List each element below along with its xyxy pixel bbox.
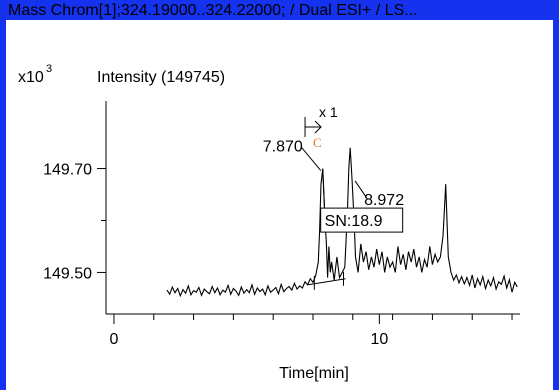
compound-c-label: C: [313, 135, 322, 150]
y-tick-label-1: 149.70: [43, 162, 92, 179]
chromatogram-trace: [166, 147, 518, 298]
multiplier-label: x 1: [319, 104, 338, 120]
peak-1-leader: [300, 146, 322, 171]
y-axis-ticks: 149.50 149.70: [43, 162, 106, 282]
peak-2-label: 8.972: [364, 192, 404, 209]
sn-box: [320, 207, 404, 233]
x-axis-ticks: 0 10: [110, 314, 513, 348]
sn-leader: [322, 170, 326, 211]
intensity-label: Intensity (149745): [97, 69, 225, 86]
x-axis-title: Time[min]: [279, 365, 349, 382]
scale-label: x10: [18, 69, 44, 86]
window-title: Mass Chrom[1];324.19000..324.22000; / Du…: [8, 2, 418, 19]
peak-2-leader: [354, 180, 367, 198]
marker-arrow-head: [314, 120, 322, 134]
x-tick-label-0: 0: [110, 331, 119, 348]
multiplier-marker: [304, 116, 322, 137]
scale-exponent: 3: [46, 63, 52, 75]
sn-label: SN:18.9: [325, 213, 383, 230]
peak-1-label: 7.870: [263, 139, 303, 156]
chart-panel: [6, 20, 553, 390]
y-tick-label-0: 149.50: [43, 265, 92, 282]
peak-annotations: 7.870 8.972 SN:18.9 x 1 C: [263, 104, 404, 290]
x-tick-label-1: 10: [370, 331, 388, 348]
